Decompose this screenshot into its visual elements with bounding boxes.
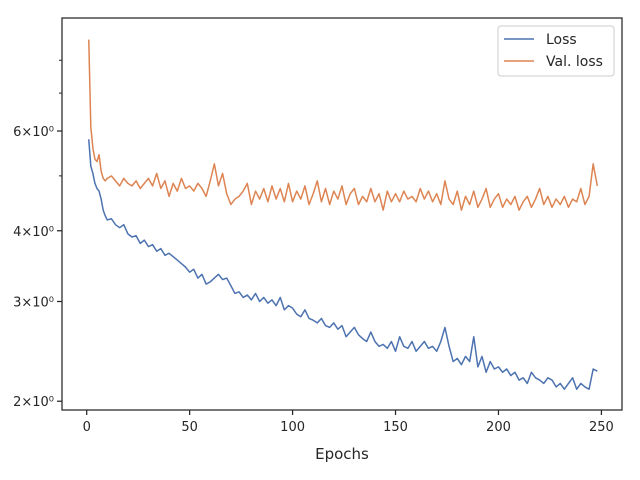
x-tick-label: 200 (486, 420, 511, 435)
y-tick-label: 2×10⁰ (13, 395, 54, 410)
legend-label-loss: Loss (546, 32, 577, 48)
plot-frame (61, 17, 623, 411)
x-tick-label: 50 (181, 420, 198, 435)
y-tick-label: 3×10⁰ (13, 296, 54, 311)
x-tick-label: 250 (589, 420, 614, 435)
y-tick-label: 4×10⁰ (13, 225, 54, 240)
series-line-val-loss (88, 39, 599, 211)
x-tick-label: 100 (280, 420, 305, 435)
series-line-loss (88, 139, 598, 390)
x-tick-label: 150 (383, 420, 408, 435)
legend-label-val-loss: Val. loss (546, 54, 603, 70)
x-axis-label: Epochs (315, 445, 369, 463)
legend: Loss Val. loss (497, 25, 615, 77)
plot-lines (88, 39, 599, 390)
y-tick-label: 6×10⁰ (13, 125, 54, 140)
x-tick-label: 0 (83, 420, 91, 435)
axes: 0 50 100 150 200 250 2×10⁰ 3×10⁰ 4×10⁰ 6×10⁰ (13, 17, 623, 435)
